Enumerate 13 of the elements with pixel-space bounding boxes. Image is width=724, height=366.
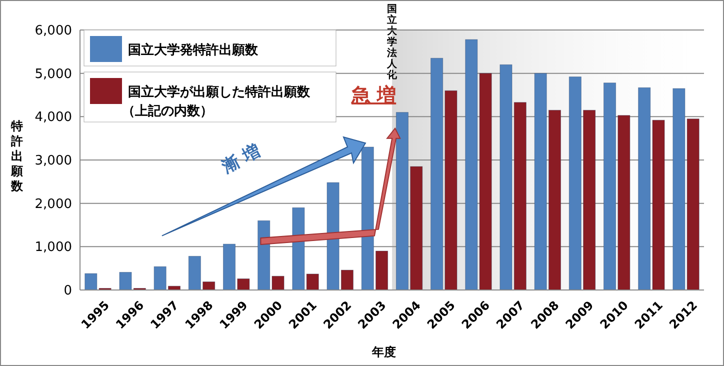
y-axis-title: 特許出願数 [10,119,24,193]
legend-label: 国立大学発特許出願数 [128,42,259,58]
legend-label: 国立大学が出願した特許出願数（上記の内数） [122,84,311,119]
y-tick-label: 3,000 [34,154,72,169]
y-tick-label: 1,000 [34,240,72,256]
x-axis-title: 年度 [371,345,396,359]
annotation: 漸 増 [218,140,264,178]
y-tick-label: 5,000 [34,66,72,82]
y-tick-label: 2,000 [34,196,72,212]
y-tick-label: 6,000 [34,24,72,39]
y-tick-label: 0 [64,284,72,299]
annotation: 急 増 [350,84,396,106]
y-tick-label: 4,000 [34,110,72,126]
